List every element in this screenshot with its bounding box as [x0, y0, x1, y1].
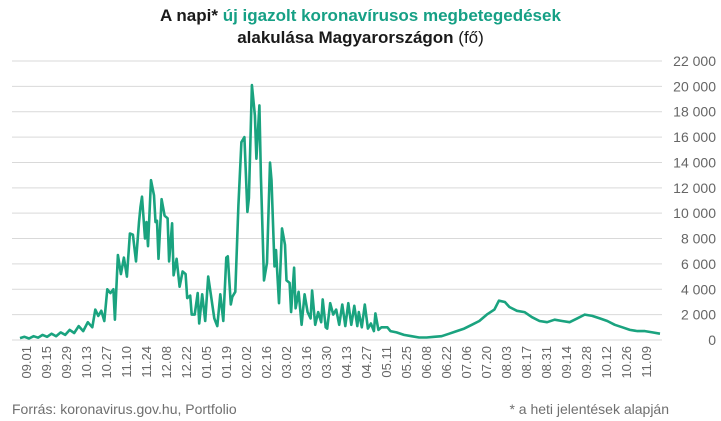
- x-tick-label: 03.16: [299, 346, 314, 379]
- x-tick-label: 09.01: [19, 346, 34, 379]
- chart-title-line-1: A napi* új igazolt koronavírusos megbete…: [0, 6, 721, 26]
- x-tick-label: 09.28: [579, 346, 594, 379]
- x-tick-label: 11.24: [139, 346, 154, 378]
- title-unit: (fő): [458, 28, 484, 47]
- y-tick-label: 8 000: [681, 231, 716, 247]
- x-tick-label: 07.20: [479, 346, 494, 379]
- series-line: [19, 83, 661, 340]
- y-tick-label: 16 000: [673, 129, 716, 145]
- x-tick-label: 02.02: [239, 346, 254, 379]
- x-tick-label: 10.27: [99, 346, 114, 379]
- y-tick-label: 18 000: [673, 104, 716, 120]
- x-tick-label: 10.13: [79, 346, 94, 379]
- x-tick-label: 12.22: [179, 346, 194, 379]
- footnote: * a heti jelentések alapján: [509, 401, 669, 417]
- x-tick-label: 06.08: [419, 346, 434, 379]
- x-tick-label: 11.09: [639, 346, 654, 378]
- x-tick-label: 09.29: [59, 346, 74, 379]
- y-tick-label: 12 000: [673, 180, 716, 196]
- y-tick-label: 6 000: [681, 256, 716, 272]
- x-tick-label: 09.15: [39, 346, 54, 379]
- y-tick-label: 22 000: [673, 53, 716, 69]
- y-tick-label: 0: [708, 332, 716, 348]
- x-tick-label: 08.31: [539, 346, 554, 379]
- x-tick-label: 08.03: [499, 346, 514, 379]
- title-part-3: alakulása Magyarországon: [237, 28, 454, 47]
- x-tick-label: 01.05: [199, 346, 214, 379]
- chart-title-line-2: alakulása Magyarországon (fő): [0, 28, 721, 48]
- x-tick-label: 03.02: [279, 346, 294, 379]
- x-tick-label: 10.26: [619, 346, 634, 379]
- y-axis-ticks: 0 2 000 4 000 6 000 8 000 10 000 12 000 14 000 1…: [673, 53, 716, 348]
- y-tick-label: 14 000: [673, 154, 716, 170]
- x-tick-label: 06.22: [439, 346, 454, 379]
- source-note: Forrás: koronavirus.gov.hu, Portfolio: [12, 401, 237, 417]
- title-highlight: új igazolt koronavírusos megbetegedések: [222, 6, 561, 25]
- y-tick-label: 2 000: [681, 307, 716, 323]
- y-tick-label: 4 000: [681, 281, 716, 297]
- x-tick-label: 03.30: [319, 346, 334, 379]
- x-tick-label: 05.25: [399, 346, 414, 379]
- x-tick-label: 05.11: [379, 346, 394, 378]
- x-tick-label: 07.06: [459, 346, 474, 379]
- x-tick-label: 01.19: [219, 346, 234, 379]
- y-tick-label: 20 000: [673, 78, 716, 94]
- x-tick-label: 04.27: [359, 346, 374, 379]
- x-tick-label: 02.16: [259, 346, 274, 379]
- x-tick-label: 12.08: [159, 346, 174, 379]
- x-tick-label: 10.12: [599, 346, 614, 379]
- x-axis-ticks: 09.01 09.15 09.29 10.13 10.27 11.10 11.24 12.08…: [19, 346, 654, 379]
- y-tick-label: 10 000: [673, 205, 716, 221]
- x-tick-label: 08.17: [519, 346, 534, 379]
- x-tick-label: 11.10: [119, 346, 134, 378]
- gridlines: [12, 60, 662, 341]
- x-tick-label: 09.14: [559, 346, 574, 379]
- title-part-1: A napi*: [160, 6, 218, 25]
- x-tick-label: 04.13: [339, 346, 354, 379]
